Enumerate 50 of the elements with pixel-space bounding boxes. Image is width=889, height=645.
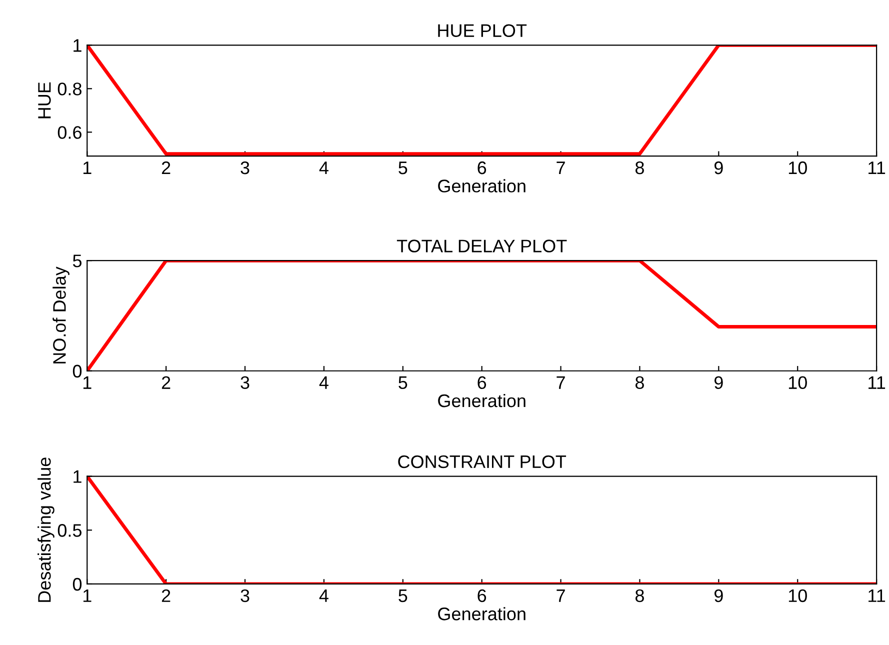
y-tick-label: 0 [72,578,82,591]
x-tick-label: 10 [788,161,807,174]
y-tick-label: 1 [74,39,82,52]
x-tick-label: 3 [240,376,250,389]
y-axis-title: HUE [38,82,51,118]
x-tick-label: 7 [556,376,565,389]
x-tick-label: 1 [83,590,92,602]
x-tick-label: 9 [714,376,723,389]
chart-title: HUE PLOT [438,24,527,37]
x-tick-label: 9 [714,589,723,602]
x-tick-label: 8 [635,161,644,174]
x-tick-label: 4 [319,376,328,389]
x-tick-label: 3 [240,161,250,174]
x-tick-label: 11 [868,590,886,602]
x-tick-label: 11 [868,376,886,389]
x-axis-title: Generation [438,394,526,408]
x-tick-label: 6 [478,161,486,174]
x-tick-label: 11 [868,162,886,174]
x-tick-label: 6 [478,376,486,389]
x-tick-label: 2 [162,589,170,602]
x-axis-title: Generation [438,607,526,620]
chart-title: CONSTRAINT PLOT [398,455,566,468]
x-tick-label: 3 [240,589,250,602]
x-tick-label: 1 [83,162,92,174]
y-tick-label: 0.5 [58,524,82,537]
x-tick-label: 5 [398,590,408,602]
x-tick-label: 5 [398,376,408,389]
y-axis-title: Desatisfying value [38,458,54,602]
x-tick-label: 8 [635,589,644,602]
y-tick-label: 0.8 [58,82,82,96]
x-tick-label: 5 [398,162,408,174]
x-tick-label: 6 [478,589,486,602]
y-axis-title: NO.of Delay [52,266,70,364]
x-tick-label: 2 [162,376,170,389]
x-tick-label: 1 [83,376,92,389]
x-axis-title: Generation [438,179,526,192]
y-tick-label: 0.6 [58,126,82,139]
y-tick-label: 5 [72,254,82,268]
x-tick-label: 4 [319,590,328,602]
x-tick-label: 7 [556,590,565,602]
x-tick-label: 10 [788,589,807,602]
x-tick-label: 4 [319,162,328,174]
y-tick-label: 1 [74,470,82,483]
x-tick-label: 9 [714,161,723,174]
chart-title: TOTAL DELAY PLOT [396,240,567,252]
x-tick-label: 7 [556,162,565,174]
x-tick-label: 2 [162,161,170,174]
x-tick-label: 8 [635,376,644,389]
x-tick-label: 10 [788,376,807,389]
y-tick-label: 0 [72,364,82,378]
